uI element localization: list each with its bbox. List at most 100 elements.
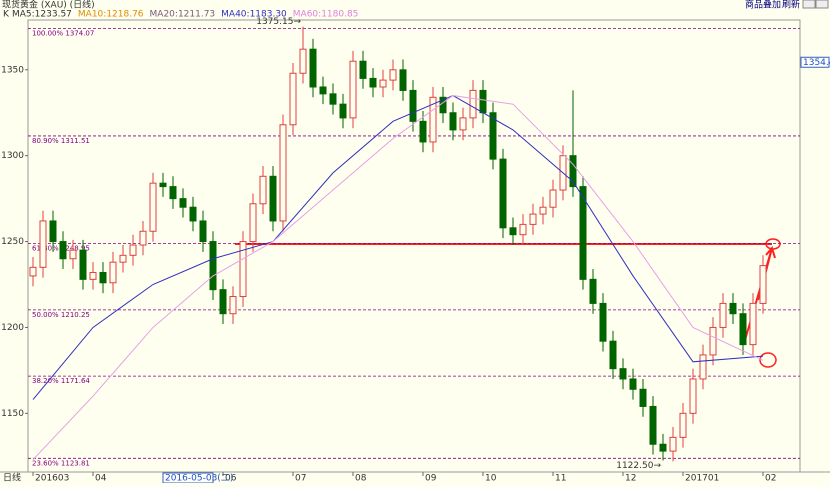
candle-body	[759, 265, 767, 304]
candle-body	[279, 124, 287, 222]
candle-body	[399, 69, 407, 91]
candle-body	[79, 249, 87, 280]
candle-body	[89, 271, 97, 280]
candle-body	[69, 249, 77, 260]
legend-entry: MA40:1183.30	[221, 10, 287, 20]
x-tick-label: 02	[765, 474, 776, 484]
candle-body	[509, 227, 517, 236]
annotation: 1122.50→	[616, 461, 661, 471]
candle-body	[549, 189, 557, 208]
candle-body	[219, 289, 227, 315]
candle-body	[689, 378, 697, 414]
y-tick-label: 1150	[1, 409, 24, 419]
candle-body	[229, 296, 237, 315]
window-button[interactable]	[815, 0, 829, 9]
level-label: 80.90% 1311.51	[32, 137, 90, 145]
candle-body	[729, 302, 737, 315]
annotation: 1375.15→	[256, 17, 301, 27]
candle-body	[599, 302, 607, 342]
x-tick-label: 201603	[35, 474, 69, 484]
candle-body	[379, 79, 387, 88]
y-tick-label: 1350	[1, 65, 24, 75]
candle-body	[189, 206, 197, 222]
cursor-price-label: 1354.40	[803, 58, 830, 68]
level-label: 100.00% 1374.07	[32, 29, 94, 37]
candle-body	[149, 182, 157, 232]
candle-body	[109, 261, 117, 284]
legend-entry: MA10:1218.76	[78, 10, 144, 20]
candle-body	[269, 175, 277, 222]
candle-body	[469, 89, 477, 119]
candle-body	[459, 117, 467, 131]
candle-body	[139, 230, 147, 246]
candle-body	[129, 244, 137, 256]
candle-body	[389, 69, 397, 81]
candle-body	[609, 340, 617, 370]
candle-body	[259, 175, 267, 205]
y-tick-label: 1200	[1, 323, 24, 333]
candle-body	[169, 186, 177, 200]
x-tick-label: 04	[95, 474, 107, 484]
candle-body	[629, 378, 637, 390]
x-tick-label: 06	[225, 474, 237, 484]
candle-body	[319, 86, 327, 95]
candle-body	[329, 93, 337, 105]
candle-body	[519, 223, 527, 236]
candle-body	[199, 220, 207, 243]
period-label: 日线	[3, 472, 21, 484]
candle-body	[409, 89, 417, 122]
candle-body	[649, 405, 657, 445]
candle-body	[59, 241, 67, 260]
y-tick-label: 1250	[1, 237, 24, 247]
candle-body	[529, 213, 537, 225]
cursor-label: 2016-05-03(二)	[165, 474, 233, 484]
candle-body	[239, 241, 247, 298]
candle-body	[499, 158, 507, 229]
candle-body	[449, 112, 457, 131]
candle-body	[749, 302, 757, 346]
x-tick-label: 11	[555, 474, 566, 484]
candle-body	[479, 89, 487, 114]
button[interactable]: 商品叠加	[745, 0, 781, 11]
candle-body	[309, 48, 317, 88]
candle-body	[179, 198, 187, 208]
candle-body	[489, 112, 497, 160]
x-tick-label: 09	[425, 474, 437, 484]
button[interactable]: 刷新	[782, 0, 800, 11]
x-tick-label: 10	[485, 474, 497, 484]
chart-title: 现货黄金 (XAU) (日线)	[2, 0, 95, 11]
candle-body	[119, 254, 127, 263]
drawn-circle	[759, 352, 777, 368]
legend-entry: MA60:1180.85	[293, 10, 359, 20]
candle-body	[349, 60, 357, 119]
candle-body	[419, 120, 427, 143]
legend-entry: MA5:1233.57	[12, 10, 72, 20]
candle-body	[29, 266, 37, 277]
x-tick-label: 07	[295, 474, 306, 484]
level-label: 23.60% 1123.81	[32, 459, 90, 467]
x-tick-label: 12	[625, 474, 636, 484]
ma-line	[32, 95, 764, 461]
candle-body	[619, 368, 627, 380]
level-label: 38.20% 1171.64	[32, 377, 90, 385]
candle-body	[659, 443, 667, 452]
corner-label: K	[3, 10, 10, 20]
candle-body	[579, 186, 587, 280]
window-button[interactable]	[802, 0, 816, 9]
candle-body	[719, 302, 727, 328]
candle-body	[359, 60, 367, 79]
x-tick-label: 201701	[685, 474, 719, 484]
legend-entry: MA20:1211.73	[150, 10, 216, 20]
ma-line	[32, 95, 764, 400]
candle-body	[709, 326, 717, 356]
candle-body	[159, 182, 167, 188]
candle-body	[639, 388, 647, 407]
candle-body	[679, 412, 687, 438]
candle-body	[429, 96, 437, 143]
y-tick-label: 1300	[1, 151, 24, 161]
candle-body	[299, 48, 307, 74]
x-tick-label: 08	[355, 474, 367, 484]
